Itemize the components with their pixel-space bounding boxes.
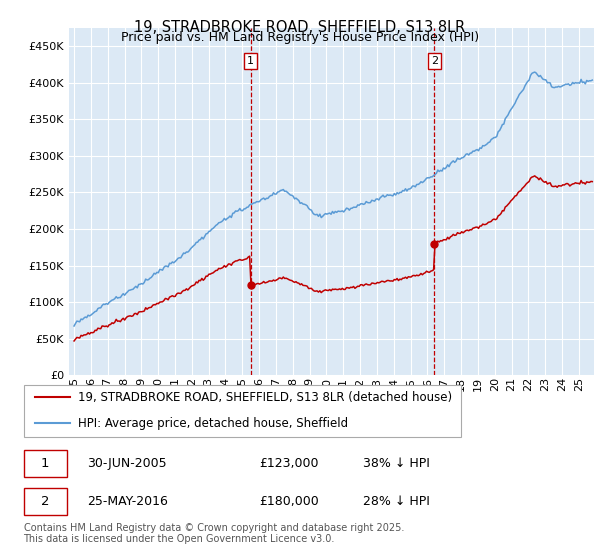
Text: £180,000: £180,000 bbox=[260, 495, 319, 508]
Text: £123,000: £123,000 bbox=[260, 457, 319, 470]
FancyBboxPatch shape bbox=[23, 488, 67, 515]
Text: 30-JUN-2005: 30-JUN-2005 bbox=[87, 457, 167, 470]
Text: 1: 1 bbox=[247, 56, 254, 66]
Text: HPI: Average price, detached house, Sheffield: HPI: Average price, detached house, Shef… bbox=[78, 417, 349, 430]
FancyBboxPatch shape bbox=[23, 450, 67, 477]
Text: 2: 2 bbox=[41, 495, 49, 508]
Text: 19, STRADBROKE ROAD, SHEFFIELD, S13 8LR (detached house): 19, STRADBROKE ROAD, SHEFFIELD, S13 8LR … bbox=[78, 391, 452, 404]
Text: 19, STRADBROKE ROAD, SHEFFIELD, S13 8LR: 19, STRADBROKE ROAD, SHEFFIELD, S13 8LR bbox=[134, 20, 466, 35]
Bar bbox=[251, 28, 434, 375]
Text: Contains HM Land Registry data © Crown copyright and database right 2025.
This d: Contains HM Land Registry data © Crown c… bbox=[23, 522, 404, 544]
Text: 2: 2 bbox=[431, 56, 438, 66]
Text: 28% ↓ HPI: 28% ↓ HPI bbox=[364, 495, 430, 508]
Text: 25-MAY-2016: 25-MAY-2016 bbox=[87, 495, 168, 508]
Text: Price paid vs. HM Land Registry's House Price Index (HPI): Price paid vs. HM Land Registry's House … bbox=[121, 31, 479, 44]
Text: 1: 1 bbox=[41, 457, 49, 470]
FancyBboxPatch shape bbox=[23, 385, 461, 437]
Text: 38% ↓ HPI: 38% ↓ HPI bbox=[364, 457, 430, 470]
